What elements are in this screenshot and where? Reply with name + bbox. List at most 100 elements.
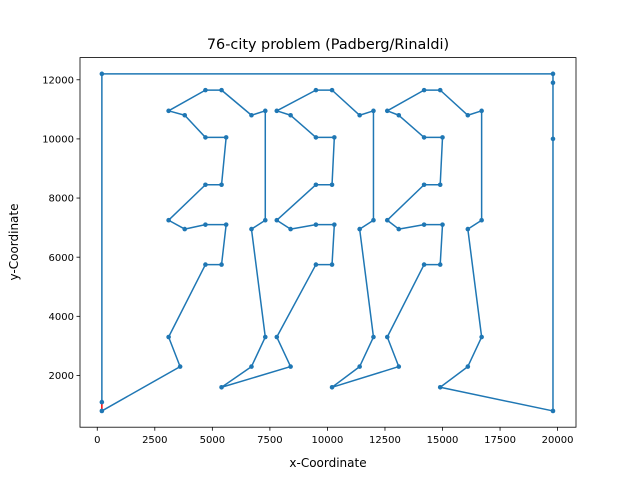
- city-point: [262, 334, 268, 340]
- y-tick-label: 10000: [42, 135, 74, 146]
- y-tick-label: 2000: [49, 371, 74, 382]
- city-point: [479, 108, 484, 114]
- city-point: [182, 226, 188, 232]
- city-point: [396, 364, 402, 369]
- city-point: [203, 182, 208, 188]
- city-point: [182, 112, 188, 118]
- city-point: [166, 334, 171, 340]
- city-point: [274, 108, 280, 114]
- city-point: [249, 112, 254, 118]
- city-point: [437, 182, 443, 188]
- city-point: [99, 399, 105, 405]
- city-point: [371, 334, 376, 340]
- city-point: [177, 364, 183, 369]
- x-tick-label: 0: [94, 435, 100, 446]
- city-point: [371, 108, 376, 114]
- city-point: [479, 334, 484, 340]
- city-point: [421, 87, 427, 93]
- city-point: [313, 262, 319, 267]
- city-point: [313, 87, 319, 93]
- x-tick-label: 2500: [142, 435, 167, 446]
- city-point: [384, 334, 390, 340]
- city-point: [219, 384, 224, 390]
- city-point: [203, 135, 208, 140]
- x-tick-label: 12500: [369, 435, 401, 446]
- city-point: [440, 222, 445, 227]
- y-axis: 2000 4000 6000 8000 10000 12000: [42, 75, 80, 382]
- city-point: [219, 87, 224, 93]
- city-point: [465, 364, 471, 369]
- city-point: [479, 217, 484, 223]
- city-point: [440, 135, 445, 140]
- city-point: [288, 226, 293, 232]
- chart-title: 76-city problem (Padberg/Rinaldi): [207, 37, 449, 53]
- city-point: [437, 87, 443, 93]
- city-point: [203, 262, 208, 267]
- city-point: [421, 182, 427, 188]
- city-point: [550, 408, 556, 414]
- tour-path: [101, 73, 554, 412]
- city-point: [371, 217, 376, 223]
- city-point: [262, 108, 268, 114]
- city-point: [313, 135, 319, 140]
- city-point: [396, 112, 402, 118]
- city-point: [166, 217, 171, 223]
- city-point: [329, 182, 335, 188]
- city-point: [288, 112, 293, 118]
- x-tick-label: 17500: [484, 435, 516, 446]
- city-point: [262, 217, 268, 223]
- y-axis-label: y-Coordinate: [7, 203, 21, 280]
- city-point: [219, 262, 224, 267]
- x-tick-label: 10000: [312, 435, 344, 446]
- city-point: [313, 182, 319, 188]
- y-tick-label: 8000: [49, 194, 74, 205]
- city-point: [99, 408, 105, 414]
- city-point: [329, 262, 335, 267]
- city-point: [288, 364, 293, 369]
- city-point: [166, 108, 171, 114]
- x-tick-label: 15000: [427, 435, 459, 446]
- city-point: [384, 217, 390, 223]
- city-point: [332, 135, 337, 140]
- axes-frame: [79, 57, 577, 428]
- city-point: [550, 71, 556, 77]
- city-point: [437, 262, 443, 267]
- city-point: [384, 108, 390, 114]
- city-point: [203, 87, 208, 93]
- city-point: [550, 136, 556, 142]
- city-point: [329, 87, 335, 93]
- city-point: [437, 384, 443, 390]
- x-tick-label: 7500: [257, 435, 282, 446]
- city-point: [329, 384, 335, 390]
- x-axis-label: x-Coordinate: [289, 456, 366, 470]
- city-point: [421, 135, 427, 140]
- city-point: [274, 217, 280, 223]
- city-point: [421, 262, 427, 267]
- city-point: [357, 364, 362, 369]
- city-point: [332, 222, 337, 227]
- city-point: [396, 226, 402, 232]
- city-point: [203, 222, 208, 227]
- city-point: [219, 182, 224, 188]
- city-point: [357, 112, 362, 118]
- city-point: [465, 112, 471, 118]
- city-point: [99, 71, 105, 77]
- city-point: [223, 222, 229, 227]
- x-axis: 0 2500 5000 7500 10000 12500 15000 17500 20000: [94, 427, 573, 446]
- x-tick-label: 5000: [200, 435, 225, 446]
- city-point: [249, 364, 254, 369]
- city-point: [274, 334, 280, 340]
- city-point: [357, 226, 362, 232]
- y-tick-label: 4000: [49, 312, 74, 323]
- city-point: [223, 135, 229, 140]
- city-point: [249, 226, 254, 232]
- plot-area: [99, 71, 556, 414]
- y-tick-label: 6000: [49, 253, 74, 264]
- city-point: [313, 222, 319, 227]
- city-point: [550, 80, 556, 86]
- y-tick-label: 12000: [42, 75, 74, 86]
- city-point: [421, 222, 427, 227]
- x-tick-label: 20000: [542, 435, 574, 446]
